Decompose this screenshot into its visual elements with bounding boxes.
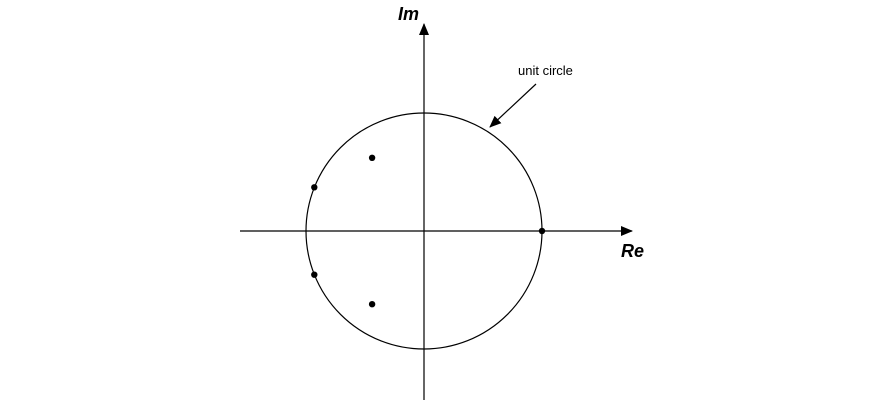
imaginary-axis-label: Im — [398, 4, 419, 24]
annotation-arrow — [489, 83, 537, 128]
point-1 — [538, 227, 546, 235]
unit-circle-annotation: unit circle — [518, 63, 573, 78]
points-group — [311, 154, 546, 308]
point-5 — [368, 301, 376, 308]
point-4 — [368, 154, 376, 161]
real-axis-label: Re — [621, 241, 644, 261]
point-3 — [311, 271, 318, 278]
point-2 — [311, 184, 318, 191]
